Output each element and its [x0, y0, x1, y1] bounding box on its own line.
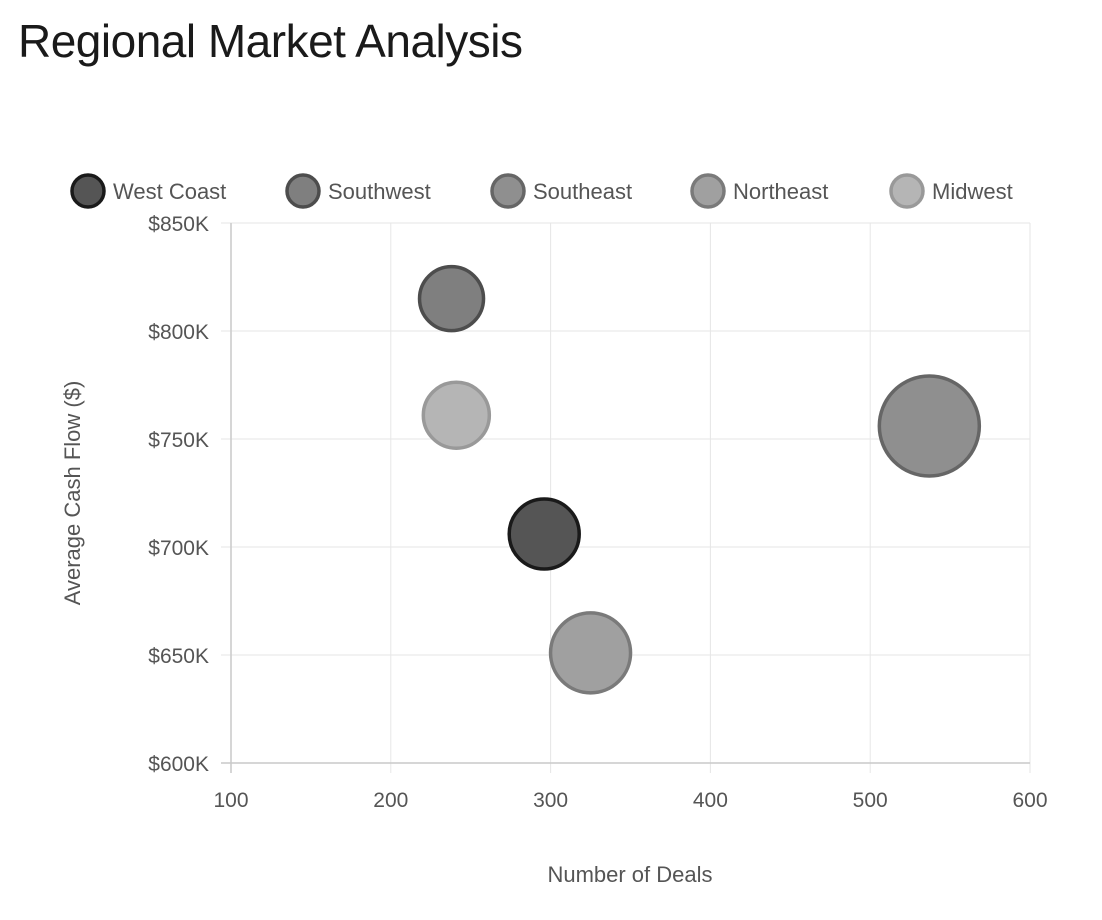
legend[interactable]: West Coast Southwest Southeast Northeast Mid… — [70, 173, 1013, 209]
bubble-west-coast[interactable] — [507, 497, 581, 571]
legend-swatch — [889, 173, 925, 209]
y-axis-title: Average Cash Flow ($) — [60, 381, 85, 606]
y-tick-label: $750K — [148, 429, 209, 452]
legend-label: Southeast — [533, 179, 632, 204]
bubble-southeast[interactable] — [877, 374, 982, 478]
x-tick-label: 600 — [1012, 789, 1047, 812]
legend-item-west-coast[interactable]: West Coast — [70, 173, 226, 209]
x-tick-label: 100 — [213, 789, 248, 812]
x-tick-label: 400 — [693, 789, 728, 812]
legend-swatch — [70, 173, 106, 209]
x-tick-label: 200 — [373, 789, 408, 812]
bubble-southwest[interactable] — [417, 264, 486, 333]
legend-item-southwest[interactable]: Southwest — [285, 173, 431, 209]
y-tick-label: $800K — [148, 321, 209, 344]
legend-label: Southwest — [328, 179, 431, 204]
x-tick-label: 500 — [853, 789, 888, 812]
y-tick-label: $650K — [148, 645, 209, 668]
bubble-midwest[interactable] — [421, 380, 492, 450]
legend-item-northeast[interactable]: Northeast — [690, 173, 828, 209]
y-tick-label: $600K — [148, 753, 209, 776]
legend-label: Northeast — [733, 179, 828, 204]
axes — [221, 223, 1030, 773]
y-tick-label: $700K — [148, 537, 209, 560]
legend-item-southeast[interactable]: Southeast — [490, 173, 632, 209]
x-axis-ticks: 100 200 300 400 500 600 — [213, 789, 1047, 812]
legend-swatch — [690, 173, 726, 209]
chart-title: Regional Market Analysis — [18, 15, 523, 67]
bubble-northeast[interactable] — [548, 611, 633, 695]
legend-item-midwest[interactable]: Midwest — [889, 173, 1013, 209]
x-axis-title: Number of Deals — [547, 862, 712, 887]
legend-swatch — [285, 173, 321, 209]
bubbles — [417, 264, 982, 695]
grid-lines — [221, 222, 1031, 773]
x-tick-label: 300 — [533, 789, 568, 812]
legend-label: Midwest — [932, 179, 1013, 204]
legend-label: West Coast — [113, 179, 226, 204]
y-axis-ticks: $600K $650K $700K $750K $800K $850K — [148, 213, 209, 776]
legend-swatch — [490, 173, 526, 209]
y-tick-label: $850K — [148, 213, 209, 236]
